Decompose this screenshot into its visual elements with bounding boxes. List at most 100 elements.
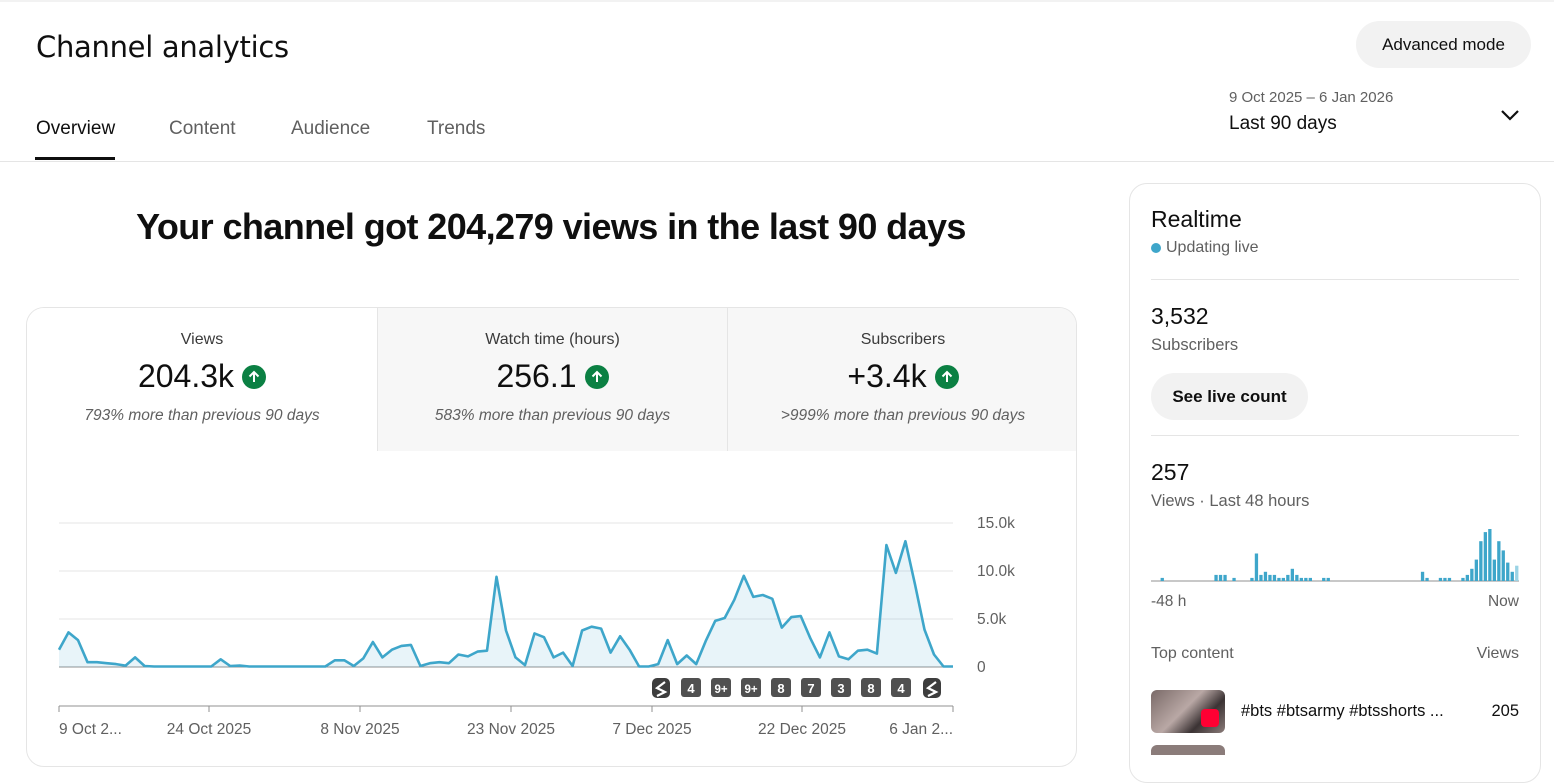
views-chart[interactable]: 15.0k 10.0k 5.0k 0 4 9+ 9+ 8 7 3 8 4 9 Oct 2... 24 Oc… (27, 308, 1077, 767)
video-thumbnail (1151, 745, 1225, 755)
metric-tab-subscribers[interactable]: Subscribers +3.4k >999% more than previo… (727, 308, 1076, 451)
realtime-bar (1501, 550, 1505, 581)
data-point (200, 665, 203, 668)
realtime-bar (1497, 541, 1501, 581)
shorts-icon (1201, 709, 1219, 727)
data-point (771, 598, 774, 601)
data-point (391, 648, 394, 651)
overview-card: Views 204.3k 793% more than previous 90 … (26, 307, 1077, 767)
data-point (666, 639, 669, 642)
data-point (695, 663, 698, 666)
data-point (628, 648, 631, 651)
chevron-down-icon[interactable] (1500, 105, 1520, 125)
video-thumbnail (1151, 690, 1225, 733)
top-content-item[interactable]: #bts #btsarmy #btsshorts ... 205 (1151, 690, 1519, 733)
x-tick-label: 8 Nov 2025 (320, 721, 399, 738)
upload-marker-bg (891, 678, 911, 697)
data-point (276, 665, 279, 668)
data-point (219, 658, 222, 661)
upload-marker-bg (711, 678, 731, 697)
realtime-bar (1304, 577, 1308, 581)
data-point (514, 656, 517, 659)
tab-content[interactable]: Content (169, 118, 236, 139)
data-point (505, 629, 508, 632)
data-point (429, 662, 432, 665)
tab-overview[interactable]: Overview (36, 118, 116, 139)
tab-trends[interactable]: Trends (427, 118, 486, 139)
data-point (238, 664, 241, 667)
metric-label: Subscribers (860, 331, 946, 348)
data-point (210, 665, 213, 668)
realtime-bar (1492, 559, 1496, 581)
data-point (923, 628, 926, 631)
data-point (438, 661, 441, 664)
active-tab-indicator (35, 157, 115, 160)
realtime-bar (1218, 574, 1223, 581)
arrow-up-icon (584, 364, 609, 389)
y-tick-label: 5.0k (977, 611, 1007, 628)
data-point (742, 575, 745, 578)
x-tick-label: 24 Oct 2025 (167, 721, 251, 738)
realtime-views-chart[interactable] (1151, 524, 1519, 584)
data-point (704, 640, 707, 643)
realtime-bar (1474, 559, 1478, 581)
advanced-mode-button[interactable]: Advanced mode (1356, 21, 1531, 68)
realtime-card: Realtime Updating live 3,532 Subscribers… (1129, 183, 1541, 783)
metric-label: Watch time (hours) (485, 331, 620, 348)
data-point (562, 651, 565, 654)
realtime-bar (1483, 532, 1487, 581)
data-point (761, 594, 764, 597)
upload-marker-count: 9+ (744, 684, 757, 696)
data-point (552, 656, 555, 659)
x-tick-label: 7 Dec 2025 (612, 721, 691, 738)
metric-tab-watch-time[interactable]: Watch time (hours) 256.1 583% more than … (377, 308, 727, 451)
realtime-bar (1443, 577, 1447, 581)
metric-tab-views[interactable]: Views 204.3k 793% more than previous 90 … (27, 308, 377, 451)
data-point (267, 665, 270, 668)
realtime-bar (1506, 562, 1510, 581)
arrow-up-icon (242, 364, 267, 389)
data-point (334, 659, 337, 662)
y-tick-label: 10.0k (977, 563, 1015, 580)
realtime-bar (1286, 574, 1290, 581)
live-dot-icon (1151, 243, 1161, 253)
upload-marker-bg (771, 678, 791, 697)
tab-audience[interactable]: Audience (291, 118, 371, 139)
upload-marker-bg (831, 678, 851, 697)
shorts-icon-bg (923, 678, 941, 698)
realtime-bar (1510, 571, 1514, 581)
data-point (134, 656, 137, 659)
x-tick-label: 23 Nov 2025 (467, 721, 555, 738)
data-point (524, 664, 527, 667)
shorts-icon (923, 678, 941, 698)
data-point (86, 661, 89, 664)
arrow-up-icon (934, 364, 959, 389)
realtime-bar (1250, 577, 1254, 581)
data-point (353, 665, 356, 668)
realtime-bar (1214, 574, 1218, 581)
realtime-bar (1326, 577, 1330, 581)
data-point (838, 655, 841, 658)
data-point (847, 658, 850, 661)
data-point (457, 653, 460, 656)
data-point (781, 626, 784, 629)
data-point (172, 665, 175, 668)
date-range-picker[interactable]: 9 Oct 2025 – 6 Jan 2026 Last 90 days (1229, 89, 1393, 135)
data-point (419, 665, 422, 668)
data-point (191, 665, 194, 668)
data-point (752, 596, 755, 599)
realtime-bar (1299, 577, 1303, 581)
upload-marker-count: 4 (687, 681, 695, 696)
data-point (942, 665, 945, 668)
upload-marker-count: 8 (777, 681, 784, 696)
live-status-text: Updating live (1166, 239, 1259, 256)
x-tick-label: 9 Oct 2... (59, 721, 122, 738)
data-point (124, 664, 127, 667)
x-tick-label: 6 Jan 2... (889, 721, 953, 738)
video-title: #bts #btsarmy #btsshorts ... (1241, 702, 1444, 720)
top-content-label: Top content (1151, 645, 1234, 662)
data-point (638, 665, 641, 668)
see-live-count-button[interactable]: See live count (1151, 373, 1308, 420)
data-point (324, 665, 327, 668)
live-status: Updating live (1151, 239, 1259, 257)
